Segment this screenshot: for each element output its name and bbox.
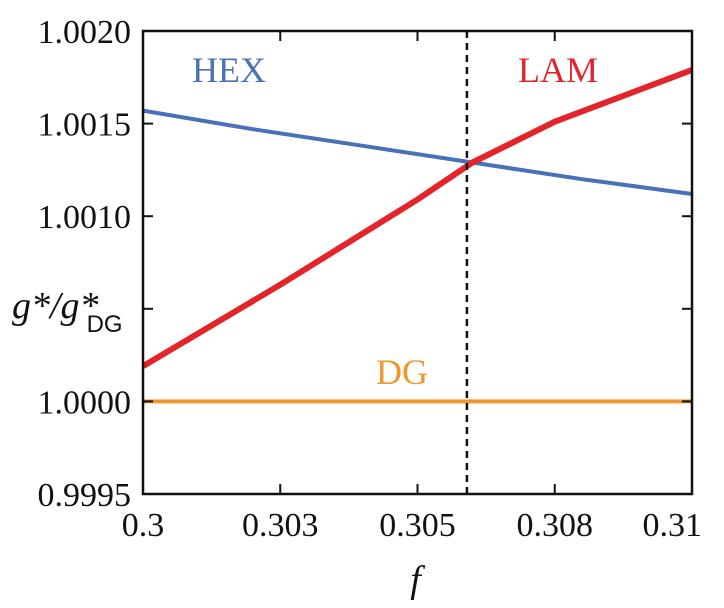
y-tick-label: 1.0010 xyxy=(38,199,132,236)
y-axis-label-subscript: DG xyxy=(87,311,123,338)
series-line-lam xyxy=(141,67,694,369)
y-axis-label-main: g*/g* xyxy=(12,285,99,327)
y-axis-label: g*/g* DG xyxy=(12,285,123,338)
series-line-hex xyxy=(142,108,693,196)
y-tick-label: 0.9995 xyxy=(38,477,132,514)
y-tick-label: 1.0020 xyxy=(38,14,132,51)
series-label-hex: HEX xyxy=(192,50,266,90)
series-label-lam: LAM xyxy=(518,50,598,90)
y-tick-label: 1.0015 xyxy=(38,107,132,144)
x-tick-label: 0.3 xyxy=(122,507,165,544)
x-tick-label: 0.303 xyxy=(242,507,319,544)
series-label-dg: DG xyxy=(376,352,428,392)
y-tick-label: 1.0000 xyxy=(38,384,132,421)
x-tick-label: 0.31 xyxy=(643,507,703,544)
x-tick-label: 0.308 xyxy=(517,507,594,544)
x-tick-label: 0.305 xyxy=(379,507,456,544)
x-axis-label: f xyxy=(410,559,425,601)
